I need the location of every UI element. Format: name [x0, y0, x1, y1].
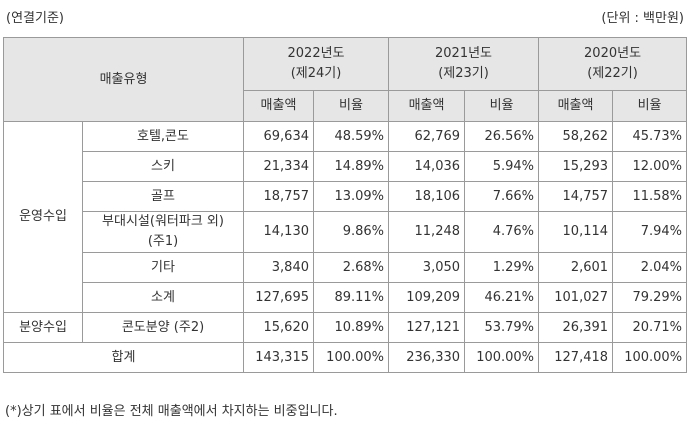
value-cell: 100.00% — [612, 342, 688, 373]
value-cell: 101,027 — [538, 282, 614, 313]
total-label: 합계 — [3, 342, 244, 373]
value-cell: 3,840 — [243, 252, 314, 283]
value-cell: 79.29% — [612, 282, 688, 313]
value-cell: 14,036 — [388, 151, 466, 182]
data-row: 스키 21,334 14.89% 14,036 5.94% 15,293 12.00% — [4, 151, 688, 182]
item-label: 골프 — [82, 181, 244, 212]
subheader-row: 매출액 비율 매출액 비율 매출액 비율 — [4, 90, 688, 122]
value-cell: 18,106 — [388, 181, 466, 212]
column-header: 매출액 — [243, 90, 314, 122]
value-cell: 12.00% — [612, 151, 688, 182]
value-cell: 109,209 — [388, 282, 466, 313]
value-cell: 127,418 — [538, 342, 614, 373]
value-cell: 15,293 — [538, 151, 614, 182]
value-cell: 58,262 — [538, 121, 614, 152]
value-cell: 18,757 — [243, 181, 314, 212]
year-label: 2021년도 — [435, 46, 493, 61]
value-cell: 1.29% — [464, 252, 540, 283]
data-row: 골프 18,757 13.09% 18,106 7.66% 14,757 11.58% — [4, 181, 688, 212]
value-cell: 20.71% — [612, 312, 688, 343]
column-header: 매출액 — [388, 90, 466, 122]
value-cell: 14,130 — [243, 211, 314, 253]
unit-note: (단위 : 백만원) — [601, 11, 684, 26]
sales-table: 매출유형 2022년도 (제24기) 2021년도 (제23기) 2020년도 (제22기)… — [3, 37, 688, 373]
value-cell: 10.89% — [312, 312, 390, 343]
value-cell: 127,121 — [388, 312, 466, 343]
value-cell: 69,634 — [243, 121, 314, 152]
column-header: 비율 — [464, 90, 540, 122]
footnote: (*)상기 표에서 비율은 전체 매출액에서 차지하는 비중입니다. — [5, 404, 338, 419]
year-label: 2022년도 — [287, 46, 345, 61]
value-cell: 13.09% — [312, 181, 390, 212]
value-cell: 2,601 — [538, 252, 614, 283]
data-row: 분양수입 콘도분양 (주2) 15,620 10.89% 127,121 53.79% 26… — [3, 312, 688, 343]
value-cell: 100.00% — [464, 342, 540, 373]
year-header: 2021년도 (제23기) — [388, 37, 540, 91]
column-header: 비율 — [312, 90, 390, 122]
value-cell: 2.04% — [612, 252, 688, 283]
year-label: 2020년도 — [584, 46, 642, 61]
value-cell: 5.94% — [464, 151, 540, 182]
data-row: 운영수입 호텔,콘도 69,634 48.59% 62,769 26.56% 58,262 4… — [3, 121, 688, 313]
value-cell: 7.94% — [612, 211, 688, 253]
value-cell: 21,334 — [243, 151, 314, 182]
total-row: 합계 143,315 100.00% 236,330 100.00% 127,418 100… — [3, 342, 688, 373]
table-body: 매출유형 2022년도 (제24기) 2021년도 (제23기) 2020년도 (제22기)… — [3, 37, 688, 373]
value-cell: 9.86% — [312, 211, 390, 253]
item-label: 소계 — [82, 282, 244, 313]
type-header: 매출유형 — [3, 37, 244, 122]
value-cell: 14,757 — [538, 181, 614, 212]
value-cell: 14.89% — [312, 151, 390, 182]
value-cell: 15,620 — [243, 312, 314, 343]
value-cell: 127,695 — [243, 282, 314, 313]
value-cell: 46.21% — [464, 282, 540, 313]
value-cell: 26,391 — [538, 312, 614, 343]
item-label: 호텔,콘도 — [82, 121, 244, 152]
value-cell: 4.76% — [464, 211, 540, 253]
item-label: 기타 — [82, 252, 244, 283]
value-cell: 143,315 — [243, 342, 314, 373]
group-label: 분양수입 — [3, 312, 83, 343]
value-cell: 100.00% — [312, 342, 390, 373]
header-row: 매출유형 2022년도 (제24기) 2021년도 (제23기) 2020년도 (제22기) — [3, 37, 688, 122]
value-cell: 45.73% — [612, 121, 688, 152]
value-cell: 26.56% — [464, 121, 540, 152]
data-row: 기타 3,840 2.68% 3,050 1.29% 2,601 2.04% — [4, 252, 688, 283]
period-label: (제23기) — [438, 66, 489, 81]
value-cell: 236,330 — [388, 342, 466, 373]
value-cell: 48.59% — [312, 121, 390, 152]
value-cell: 62,769 — [388, 121, 466, 152]
period-label: (제24기) — [290, 66, 342, 81]
value-cell: 10,114 — [538, 211, 614, 253]
value-cell: 53.79% — [464, 312, 540, 343]
value-cell: 89.11% — [312, 282, 390, 313]
year-header: 2022년도 (제24기) — [242, 37, 390, 91]
group-label: 운영수입 — [3, 121, 83, 313]
data-row: 부대시설(워터파크 외) (주1) 14,130 9.86% 11,248 4.76% 1… — [4, 211, 688, 253]
basis-note: (연결기준) — [6, 11, 64, 26]
item-label: 부대시설(워터파크 외) (주1) — [82, 211, 244, 253]
item-label: 콘도분양 (주2) — [82, 312, 244, 343]
year-header: 2020년도 (제22기) — [538, 37, 688, 91]
column-header: 비율 — [612, 90, 688, 122]
value-cell: 7.66% — [464, 181, 540, 212]
value-cell: 3,050 — [388, 252, 466, 283]
column-header: 매출액 — [538, 90, 614, 122]
data-row: 소계 127,695 89.11% 109,209 46.21% 101,027 79.29… — [4, 282, 688, 313]
period-label: (제22기) — [587, 66, 638, 81]
value-cell: 11,248 — [388, 211, 466, 253]
item-label: 스키 — [82, 151, 244, 182]
value-cell: 11.58% — [612, 181, 688, 212]
value-cell: 2.68% — [312, 252, 390, 283]
